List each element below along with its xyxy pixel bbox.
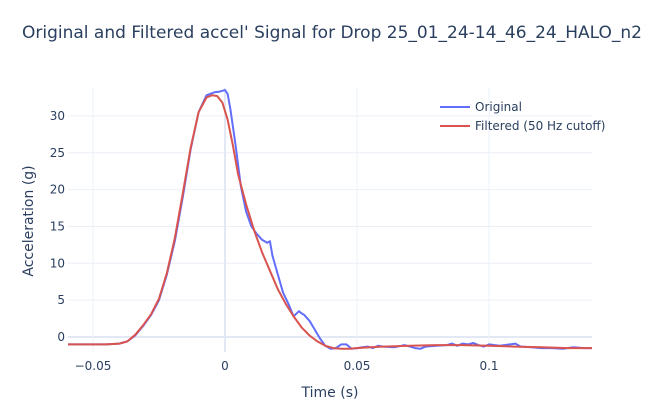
x-tick-label: 0.1 bbox=[479, 359, 498, 373]
y-tick-label: 20 bbox=[50, 183, 65, 197]
x-tick-label: 0.05 bbox=[344, 359, 371, 373]
y-tick-label: 25 bbox=[50, 146, 65, 160]
legend-original-label[interactable]: Original bbox=[475, 100, 522, 114]
y-tick-label: 10 bbox=[50, 256, 65, 270]
y-tick-label: 0 bbox=[57, 330, 65, 344]
legend-filtered-label[interactable]: Filtered (50 Hz cutoff) bbox=[475, 119, 605, 133]
chart-title: Original and Filtered accel' Signal for … bbox=[22, 23, 642, 43]
x-axis-title: Time (s) bbox=[301, 385, 359, 401]
filtered-series-line[interactable] bbox=[68, 94, 592, 350]
y-tick-label: 15 bbox=[50, 219, 65, 233]
y-axis-ticks: 0 5 10 15 20 25 30 bbox=[50, 109, 65, 344]
x-axis-ticks: −0.05 0 0.05 0.1 bbox=[75, 359, 499, 373]
gridlines bbox=[68, 88, 592, 352]
x-tick-label: −0.05 bbox=[75, 359, 112, 373]
y-tick-label: 30 bbox=[50, 109, 65, 123]
y-tick-label: 5 bbox=[57, 293, 65, 307]
legend[interactable]: Original Filtered (50 Hz cutoff) bbox=[440, 100, 605, 133]
x-tick-label: 0 bbox=[221, 359, 229, 373]
y-axis-title: Acceleration (g) bbox=[21, 165, 37, 276]
